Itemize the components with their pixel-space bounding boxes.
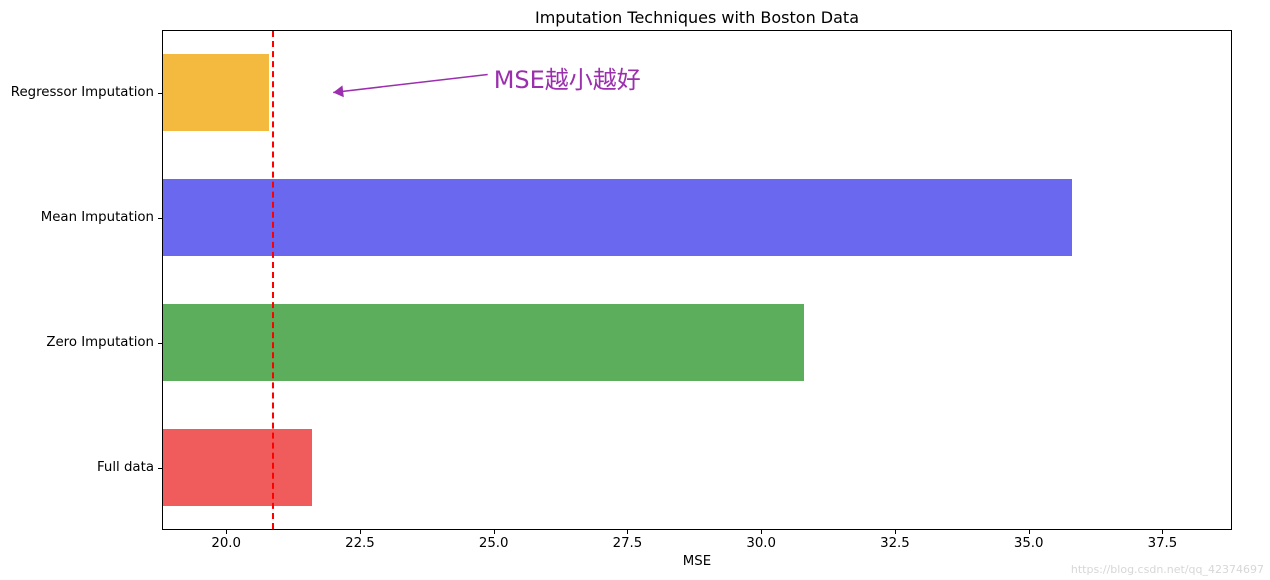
annotation-arrow	[0, 0, 1270, 580]
watermark: https://blog.csdn.net/qq_42374697	[1071, 563, 1264, 576]
